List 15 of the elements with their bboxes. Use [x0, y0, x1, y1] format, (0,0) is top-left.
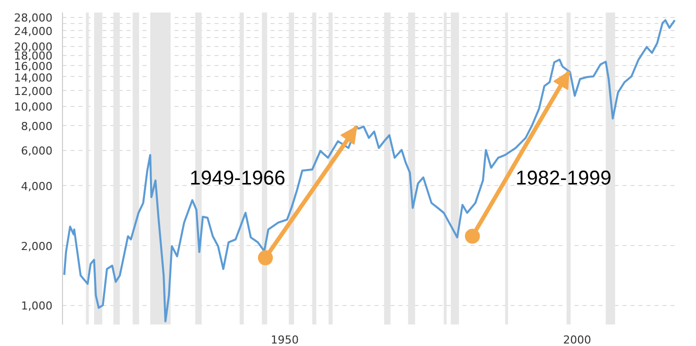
- x-tick-label: 1950: [270, 334, 299, 346]
- y-tick-label: 1,000: [21, 300, 53, 313]
- x-tick-label: 2000: [563, 334, 592, 346]
- y-tick-label: 28,000: [14, 12, 53, 25]
- y-tick-label: 6,000: [21, 144, 53, 158]
- y-tick-label: 10,000: [14, 100, 53, 114]
- annotation: 1949-1966: [190, 168, 286, 190]
- y-tick-label: 2,000: [21, 240, 53, 253]
- y-tick-label: 14,000: [14, 71, 53, 84]
- annotation: 1982-1999: [516, 168, 612, 190]
- line-series: [63, 19, 676, 322]
- y-tick-label: 24,000: [14, 24, 53, 38]
- y-tick-label: 12,000: [14, 84, 53, 98]
- y-tick-label: 4,000: [21, 180, 53, 193]
- y-tick-label: 8,000: [21, 120, 53, 133]
